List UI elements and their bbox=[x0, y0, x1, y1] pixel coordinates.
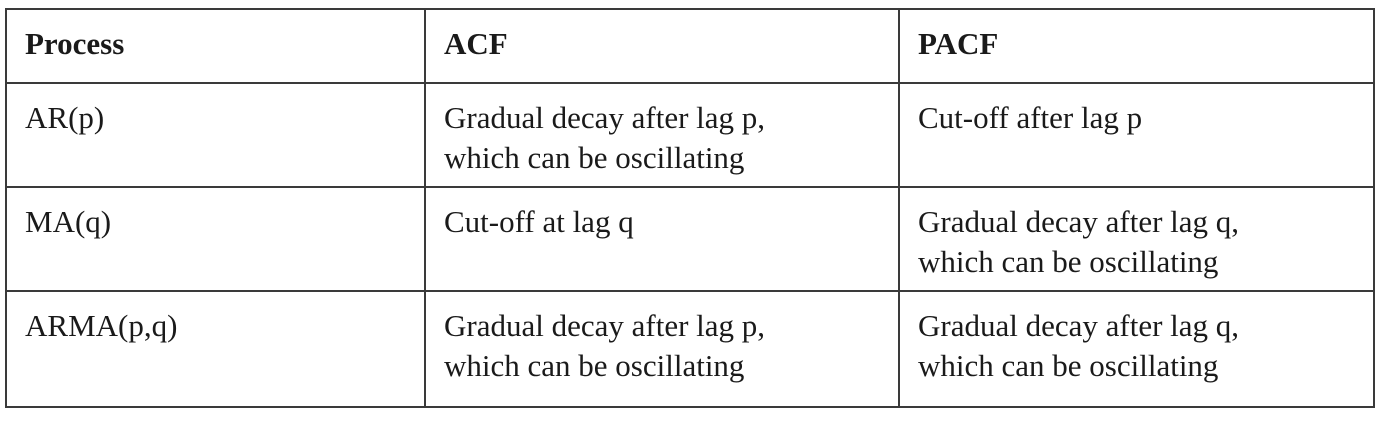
cell-text: which can be oscillating bbox=[444, 140, 745, 175]
cell-text: Cut-off after lag p bbox=[918, 100, 1143, 135]
cell-text: Gradual decay after lag p, bbox=[444, 308, 766, 343]
cell-text: Cut-off at lag q bbox=[444, 204, 634, 239]
cell-text: which can be oscillating bbox=[918, 348, 1219, 383]
cell-acf: Cut-off at lag q bbox=[424, 186, 900, 292]
process-acf-pacf-table: Process ACF PACF AR(p) Gradual decay aft… bbox=[5, 8, 1375, 408]
table-header-row: Process ACF PACF bbox=[5, 8, 1375, 84]
cell-pacf: Gradual decay after lag q, which can be … bbox=[898, 186, 1375, 292]
cell-process: AR(p) bbox=[5, 82, 426, 188]
table-row: MA(q) Cut-off at lag q Gradual decay aft… bbox=[5, 186, 1375, 292]
table-row: AR(p) Gradual decay after lag p, which c… bbox=[5, 82, 1375, 188]
header-process: Process bbox=[5, 8, 426, 84]
cell-text: Gradual decay after lag p, bbox=[444, 100, 766, 135]
cell-text: which can be oscillating bbox=[444, 348, 745, 383]
header-acf: ACF bbox=[424, 8, 900, 84]
cell-acf: Gradual decay after lag p, which can be … bbox=[424, 82, 900, 188]
cell-text: Gradual decay after lag q, bbox=[918, 204, 1240, 239]
cell-text: which can be oscillating bbox=[918, 244, 1219, 279]
cell-pacf: Gradual decay after lag q, which can be … bbox=[898, 290, 1375, 408]
cell-text: AR(p) bbox=[25, 100, 105, 135]
cell-acf: Gradual decay after lag p, which can be … bbox=[424, 290, 900, 408]
cell-process: ARMA(p,q) bbox=[5, 290, 426, 408]
process-acf-pacf-table-container: Process ACF PACF AR(p) Gradual decay aft… bbox=[5, 8, 1375, 408]
cell-process: MA(q) bbox=[5, 186, 426, 292]
table-row: ARMA(p,q) Gradual decay after lag p, whi… bbox=[5, 290, 1375, 408]
cell-pacf: Cut-off after lag p bbox=[898, 82, 1375, 188]
cell-text: MA(q) bbox=[25, 204, 112, 239]
cell-text: ARMA(p,q) bbox=[25, 308, 178, 343]
header-pacf: PACF bbox=[898, 8, 1375, 84]
cell-text: Gradual decay after lag q, bbox=[918, 308, 1240, 343]
